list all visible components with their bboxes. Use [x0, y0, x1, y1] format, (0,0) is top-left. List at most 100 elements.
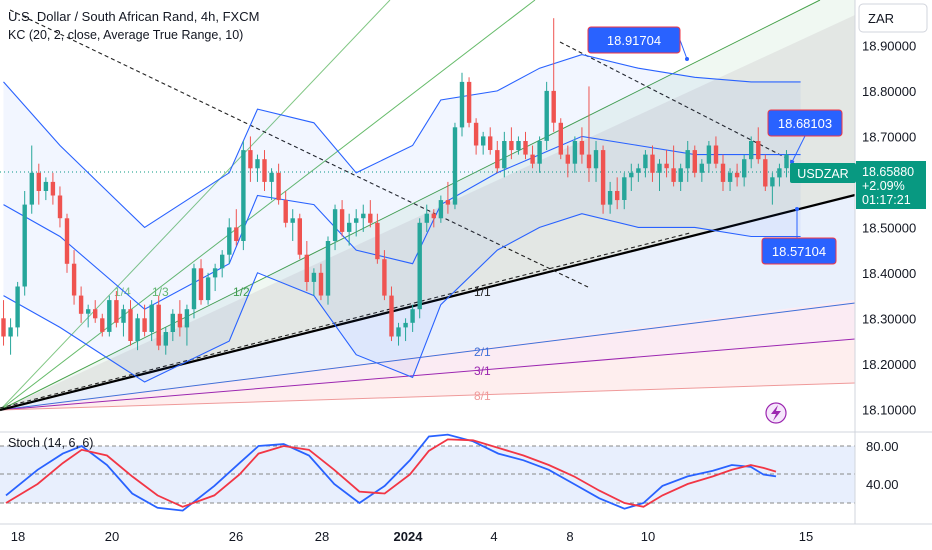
candle-body [495, 150, 500, 169]
candle [78, 286, 84, 323]
stoch-label: Stoch (14, 6, 6) [8, 436, 93, 450]
fan-line-2-1 [0, 302, 856, 411]
price-tag: 18.65880 +2.09% 01:17:21 [856, 161, 926, 209]
price-tick-label: 18.50000 [862, 220, 916, 235]
fan-label-8-1: 8/1 [474, 389, 491, 403]
candle [43, 177, 49, 201]
candle [325, 236, 331, 305]
callout-3[interactable]: 18.57104 [761, 237, 837, 265]
candle [488, 127, 493, 155]
candle [269, 168, 274, 201]
candle [135, 313, 140, 351]
candle [530, 145, 535, 169]
candle-body [558, 122, 563, 155]
candle-body [488, 136, 493, 150]
candle [784, 150, 789, 178]
candle-body [445, 200, 451, 205]
candle-body [685, 150, 690, 169]
callout-2[interactable]: 18.68103 [767, 109, 843, 137]
candle [607, 181, 613, 214]
candle-body [304, 254, 309, 282]
candle [424, 204, 429, 232]
price-tick-label: 18.30000 [862, 311, 916, 326]
callout-leader-1 [679, 39, 688, 60]
candle [389, 286, 394, 342]
candle [417, 218, 422, 319]
candle-body [71, 263, 77, 296]
candle [368, 200, 373, 228]
fan-zone-grey [0, 15, 855, 410]
candle-body [269, 172, 274, 182]
stoch-axis[interactable]: 80.00 40.00 [866, 439, 899, 492]
candle [339, 200, 345, 237]
candle-body [509, 141, 514, 151]
candle [114, 291, 119, 328]
candle [290, 209, 295, 242]
candle [142, 304, 147, 337]
stochastic-lines [5, 433, 777, 512]
candle [516, 136, 521, 155]
candle-body [636, 168, 641, 173]
stoch-tick-label: 40.00 [866, 477, 899, 492]
time-tick-label: 15 [799, 529, 813, 544]
candle-body [678, 168, 683, 182]
candle-body [431, 213, 436, 219]
candle-body [368, 213, 373, 223]
candle-body [311, 272, 317, 282]
candle [177, 300, 183, 337]
price-tag-change: +2.09% [862, 179, 905, 193]
candle [283, 190, 288, 228]
candle-body [43, 181, 49, 191]
candle-body [332, 209, 338, 241]
candle-body [170, 313, 175, 332]
candle-body [184, 309, 190, 328]
candle [544, 81, 549, 151]
candle-body [15, 286, 20, 328]
candle-body [375, 222, 380, 260]
time-axis[interactable]: 18 20 26 28 2024 4 8 10 15 [11, 529, 813, 544]
candle [523, 131, 528, 160]
candle [50, 172, 56, 205]
candle [332, 204, 338, 251]
candle [706, 140, 712, 173]
candle-body [361, 213, 366, 219]
candle [241, 140, 246, 251]
fan-line-1-2 [0, 0, 821, 411]
candle-body [516, 141, 521, 151]
candle-body [297, 218, 302, 255]
candle-body [629, 172, 634, 178]
candle [163, 327, 168, 355]
candle-body [417, 222, 422, 310]
candle [205, 272, 211, 305]
candle [410, 304, 415, 332]
currency-button[interactable]: ZAR [858, 3, 928, 33]
candle [86, 304, 91, 328]
candle [382, 250, 387, 301]
candle-body [459, 81, 465, 128]
keltner-basis [3, 135, 801, 310]
keltner-upper [3, 54, 801, 229]
callout-1[interactable]: 18.91704 [587, 26, 681, 54]
fan-label-1-1: 1/1 [474, 285, 491, 299]
candle-body [784, 154, 789, 169]
fan-zone-pink [0, 300, 855, 410]
candle [311, 268, 317, 296]
keltner-lower [3, 213, 801, 383]
fan-line-3-1 [0, 338, 856, 411]
price-tick-label: 18.90000 [862, 39, 916, 54]
lightning-icon[interactable] [765, 402, 787, 424]
candle [22, 190, 27, 296]
candle [742, 154, 747, 187]
candle-body [93, 309, 98, 319]
price-tick-label: 18.70000 [862, 129, 916, 144]
price-axis[interactable]: 18.9000018.8000018.7000018.6000018.50000… [862, 39, 916, 418]
candle [107, 295, 112, 337]
candle-body [586, 154, 592, 169]
fan-label-3-1: 3/1 [474, 364, 491, 378]
candle [593, 140, 599, 182]
candle-body [664, 163, 669, 169]
candle-body [354, 218, 359, 223]
candle [403, 318, 408, 342]
candle-body [29, 172, 34, 205]
